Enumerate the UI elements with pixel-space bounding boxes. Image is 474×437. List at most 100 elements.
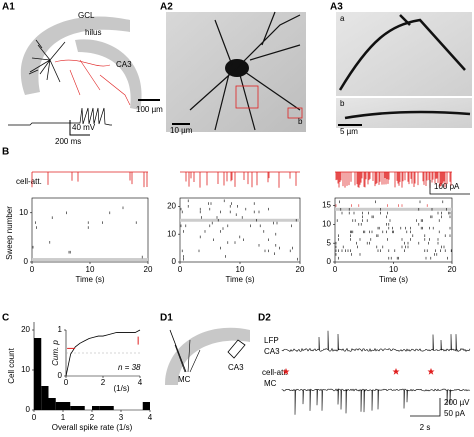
- cell-trace: [281, 388, 471, 415]
- frame: [179, 197, 301, 263]
- event-marker: [282, 368, 290, 375]
- axis-unit: (1/s): [114, 384, 130, 393]
- sublabel: b: [340, 99, 345, 108]
- x-tick-label: 0: [64, 378, 69, 387]
- trace-label: MC: [264, 379, 277, 388]
- hist-bar: [142, 402, 150, 410]
- scale-label: 10 µm: [170, 126, 193, 135]
- inset-bg: [50, 326, 144, 394]
- axis-title: Time (s): [225, 275, 254, 284]
- axis-title: Cum. p: [51, 340, 60, 366]
- scale-label: 200 ms: [55, 137, 81, 146]
- hist-bar: [106, 406, 114, 410]
- x-tick-label: 0: [333, 265, 338, 274]
- hist-bar: [41, 386, 49, 410]
- x-tick-label: 2: [101, 378, 106, 387]
- x-tick-label: 1: [61, 413, 66, 422]
- cell-att-trace: [180, 171, 300, 188]
- trace-label: cell-att.: [262, 368, 288, 377]
- y-tick-label: 0: [24, 257, 29, 266]
- trace-label: LFP: [264, 336, 279, 345]
- x-tick-label: 4: [148, 413, 153, 422]
- event-marker: [427, 368, 435, 375]
- region-label: hilus: [85, 28, 101, 37]
- hist-bar: [92, 406, 100, 410]
- hist-bar: [48, 398, 56, 410]
- frame: [334, 197, 453, 263]
- cell-label: MC: [178, 375, 191, 384]
- y-tick-label: 10: [322, 219, 331, 228]
- a2-image: [166, 11, 306, 132]
- panel-label: A3: [330, 2, 343, 13]
- y-tick-label: 20: [21, 325, 30, 334]
- scale-label: 50 pA: [444, 409, 466, 418]
- y-tick-label: 20: [167, 201, 176, 210]
- y-tick-label: 0: [172, 257, 177, 266]
- highlight-row: [32, 258, 148, 262]
- d1-anatomy: [165, 327, 250, 385]
- axis-title: Time (s): [379, 275, 408, 284]
- scale-label: 100 pA: [434, 182, 460, 191]
- cell-att-trace: [31, 171, 148, 188]
- y-tick-label: 10: [167, 229, 176, 238]
- scale-label: 40 mV: [72, 123, 96, 132]
- hist-bar: [55, 402, 63, 410]
- panel-label: A2: [160, 2, 173, 13]
- inset-label: b: [298, 117, 303, 126]
- y-tick-label: 5: [327, 238, 332, 247]
- axis-title: Overall spike rate (1/s): [52, 423, 133, 432]
- panel-label: D2: [258, 313, 271, 324]
- scale-label: 100 µm: [136, 105, 163, 114]
- x-tick-label: 0: [178, 265, 183, 274]
- scale-label: 5 µm: [340, 127, 358, 136]
- trace-label: CA3: [264, 347, 280, 356]
- scale-bars: [410, 398, 441, 417]
- x-tick-label: 0: [30, 265, 35, 274]
- x-tick-label: 20: [144, 265, 153, 274]
- x-tick-label: 10: [236, 265, 245, 274]
- cell-att-trace: [335, 171, 452, 188]
- scale-label: 200 µV: [444, 398, 470, 407]
- hist-bar: [70, 406, 78, 410]
- highlight-row: [335, 207, 452, 211]
- hist-bar: [77, 406, 85, 410]
- y-tick-label: 0: [327, 257, 332, 266]
- current-scale-bar: [429, 180, 470, 195]
- x-tick-label: 10: [389, 265, 398, 274]
- region-label: CA3: [116, 60, 132, 69]
- y-tick-label: 0: [26, 405, 31, 414]
- region-label: GCL: [78, 11, 95, 20]
- highlight-row: [180, 218, 300, 222]
- x-tick-label: 0: [32, 413, 37, 422]
- x-tick-label: 20: [448, 265, 457, 274]
- frame: [31, 197, 149, 263]
- y-tick-label: 10: [21, 365, 30, 374]
- trace-label: cell-att.: [16, 177, 42, 186]
- a1-anatomy: [8, 16, 160, 136]
- n-label: n = 38: [118, 363, 141, 372]
- x-tick-label: 4: [138, 378, 143, 387]
- x-tick-label: 20: [296, 265, 305, 274]
- panel-label: D1: [160, 313, 173, 324]
- panel-label: A1: [2, 2, 15, 13]
- hist-bar: [63, 402, 71, 410]
- y-tick-label: 15: [322, 201, 331, 210]
- hist-bar: [34, 338, 42, 410]
- panel-label: C: [2, 313, 9, 324]
- scale-label: 2 s: [420, 423, 431, 432]
- region-label: CA3: [228, 363, 244, 372]
- sublabel: a: [340, 14, 345, 23]
- axis-title: Sweep number: [5, 206, 14, 260]
- x-tick-label: 10: [86, 265, 95, 274]
- axis-title: Cell count: [7, 347, 16, 383]
- panel-label: B: [2, 147, 9, 158]
- event-marker: [392, 368, 400, 375]
- hist-bar: [99, 406, 107, 410]
- y-tick-label: 10: [19, 208, 28, 217]
- lfp-trace: [281, 330, 471, 352]
- axis-title: Time (s): [75, 275, 104, 284]
- y-tick-label: 0: [58, 371, 63, 380]
- y-tick-label: 1: [58, 325, 63, 334]
- a3-image: [336, 12, 472, 128]
